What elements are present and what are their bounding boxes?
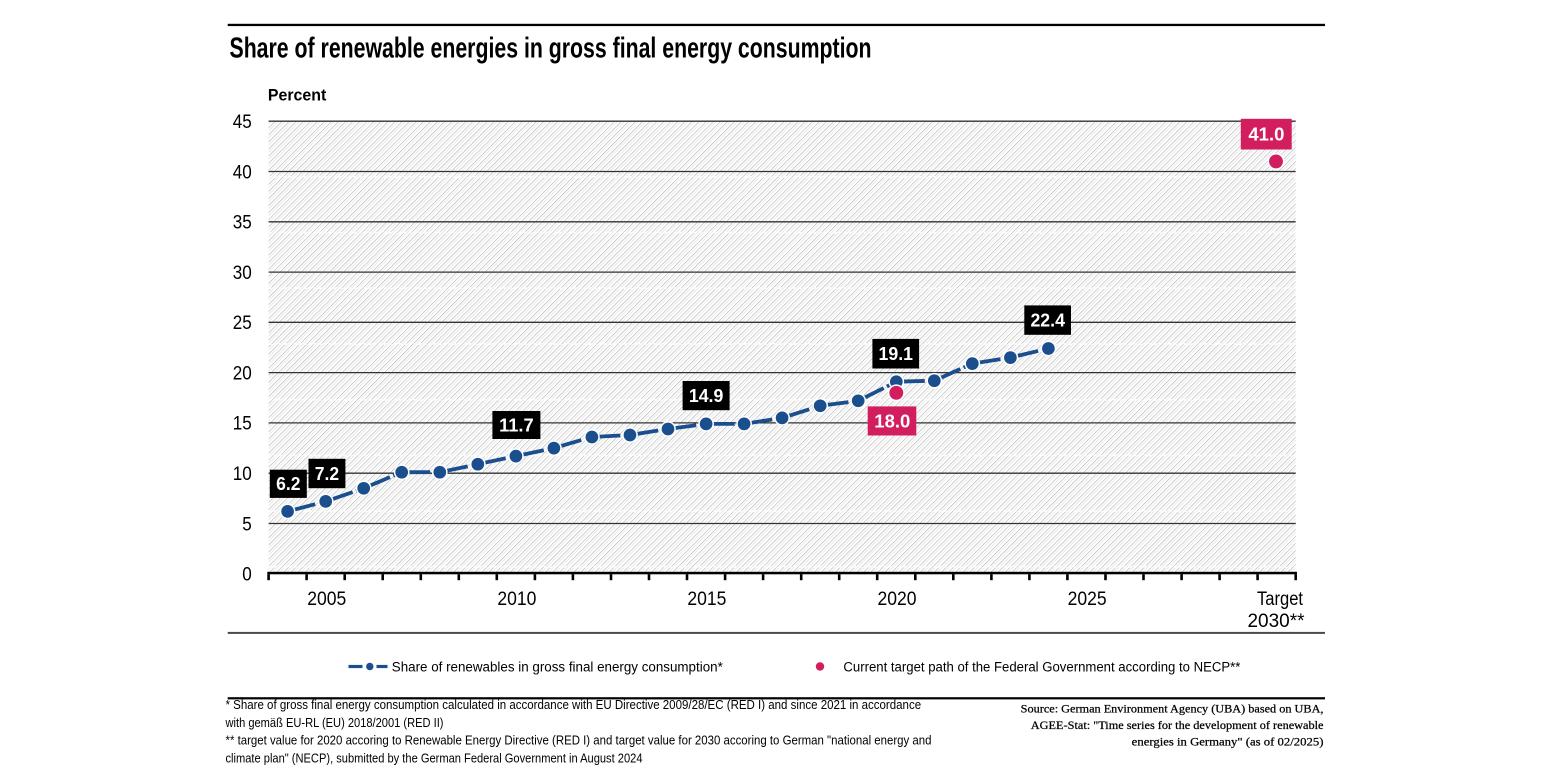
svg-text:Current target path of the Fed: Current target path of the Federal Gover… <box>843 659 1241 674</box>
svg-text:7.2: 7.2 <box>315 464 339 484</box>
svg-text:15: 15 <box>233 414 252 435</box>
svg-text:0: 0 <box>242 565 252 586</box>
svg-text:Percent: Percent <box>268 87 327 105</box>
svg-text:2010: 2010 <box>497 589 536 610</box>
svg-text:2005: 2005 <box>307 589 346 610</box>
svg-text:19.1: 19.1 <box>879 344 914 364</box>
svg-text:Share of renewable energies in: Share of renewable energies in gross fin… <box>230 33 872 65</box>
svg-text:AGEE-Stat: "Time series for th: AGEE-Stat: "Time series for the developm… <box>1031 718 1324 732</box>
svg-text:** target value for 2020 accor: ** target value for 2020 accoring to Ren… <box>226 733 932 748</box>
svg-text:* Share of gross final energy: * Share of gross final energy consumptio… <box>226 697 922 712</box>
svg-text:11.7: 11.7 <box>499 415 534 435</box>
svg-text:40: 40 <box>233 162 252 183</box>
svg-text:10: 10 <box>233 464 252 485</box>
svg-text:2030**: 2030** <box>1248 611 1306 632</box>
svg-text:2025: 2025 <box>1068 589 1107 610</box>
svg-text:2020: 2020 <box>878 589 917 610</box>
svg-text:22.4: 22.4 <box>1030 311 1065 331</box>
svg-text:6.2: 6.2 <box>276 474 300 494</box>
svg-text:energies in Germany" (as of 02: energies in Germany" (as of 02/2025) <box>1132 735 1324 749</box>
svg-text:45: 45 <box>233 112 252 133</box>
svg-text:Share of renewables in gross f: Share of renewables in gross final energ… <box>392 659 724 674</box>
svg-text:14.9: 14.9 <box>689 386 724 406</box>
svg-text:Source: German Environment Age: Source: German Environment Agency (UBA) … <box>1021 702 1324 716</box>
svg-text:with gemäß EU-RL (EU) 2018/200: with gemäß EU-RL (EU) 2018/2001 (RED II) <box>225 715 444 730</box>
svg-text:climate plan" (NECP), submitte: climate plan" (NECP), submitted by the G… <box>226 750 643 765</box>
svg-text:30: 30 <box>233 263 252 284</box>
svg-text:2015: 2015 <box>687 589 726 610</box>
svg-text:Target: Target <box>1257 589 1304 610</box>
svg-text:41.0: 41.0 <box>1248 125 1284 145</box>
svg-text:18.0: 18.0 <box>874 411 910 431</box>
svg-text:20: 20 <box>233 363 252 384</box>
svg-text:5: 5 <box>242 514 252 535</box>
svg-text:35: 35 <box>233 213 252 234</box>
svg-text:25: 25 <box>233 313 252 334</box>
